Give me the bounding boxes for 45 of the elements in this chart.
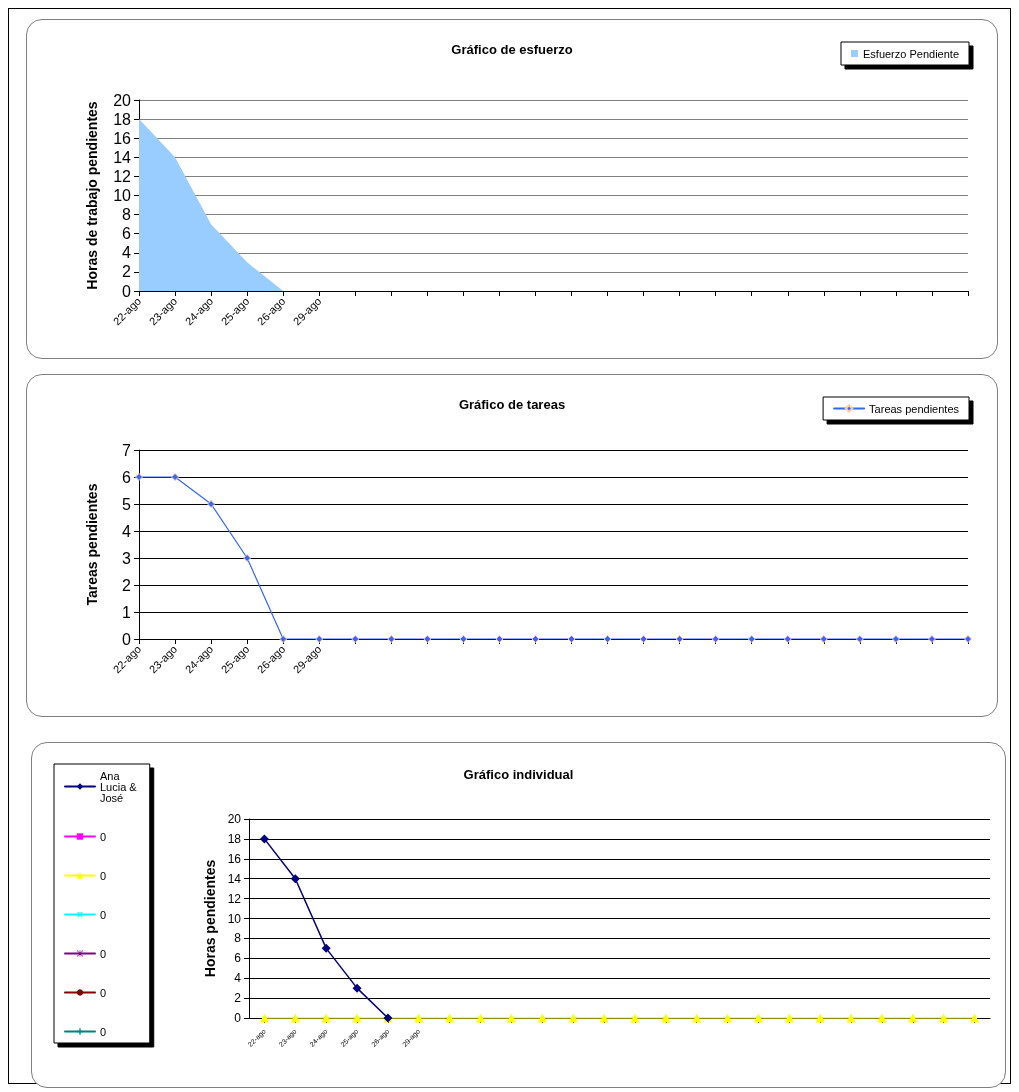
- y-tick-label: 2: [234, 991, 242, 1006]
- y-tick-label: 0: [122, 630, 132, 648]
- y-tick-label: 4: [234, 971, 242, 986]
- legend-label: 0: [100, 1025, 107, 1038]
- y-tick-label: 4: [122, 244, 132, 262]
- y-tick-label: 5: [122, 495, 132, 513]
- y-tick-label: 6: [122, 225, 132, 243]
- y-tick-label: 2: [122, 576, 132, 594]
- y-tick-label: 20: [113, 91, 132, 109]
- y-tick-label: 10: [113, 187, 132, 204]
- y-tick-label: 12: [113, 167, 132, 185]
- y-axis-title: Horas de trabajo pendientes: [84, 101, 100, 290]
- legend-label: 0: [100, 908, 107, 921]
- y-tick-label: 0: [234, 1011, 242, 1025]
- legend-label: Esfuerzo Pendiente: [862, 47, 960, 60]
- y-tick-label: 8: [234, 931, 242, 946]
- y-axis-title: Tareas pendientes: [84, 483, 100, 606]
- chart-title: Gráfico individual: [463, 767, 574, 782]
- legend-label: Ana Lucia & José: [100, 769, 140, 804]
- y-tick-label: 6: [122, 468, 132, 486]
- y-tick-label: 16: [113, 129, 132, 147]
- legend-label: 0: [100, 830, 107, 843]
- y-tick-label: 14: [113, 148, 132, 166]
- chart-title: Gráfico de tareas: [458, 397, 566, 412]
- y-tick-label: 18: [227, 831, 242, 846]
- y-tick-label: 16: [227, 851, 242, 866]
- y-tick-label: 20: [227, 812, 242, 826]
- y-tick-label: 2: [122, 263, 132, 281]
- y-tick-label: 3: [122, 549, 132, 567]
- chart-title: Gráfico de esfuerzo: [451, 42, 573, 57]
- y-tick-label: 0: [122, 282, 132, 300]
- y-tick-label: 8: [122, 206, 132, 224]
- y-tick-label: 7: [122, 441, 132, 459]
- legend-label: 0: [100, 986, 107, 999]
- y-tick-label: 14: [227, 871, 242, 886]
- legend-label: 0: [100, 869, 107, 882]
- y-tick-label: 1: [122, 603, 132, 621]
- y-tick-label: 4: [122, 522, 132, 540]
- y-tick-label: 6: [234, 951, 242, 966]
- y-tick-label: 10: [227, 911, 242, 926]
- y-tick-label: 12: [227, 891, 242, 906]
- y-tick-label: 18: [113, 110, 132, 128]
- y-axis-title: Horas pendientes: [201, 859, 218, 978]
- legend-label: 0: [100, 947, 107, 960]
- legend-label: Tareas pendientes: [869, 402, 960, 415]
